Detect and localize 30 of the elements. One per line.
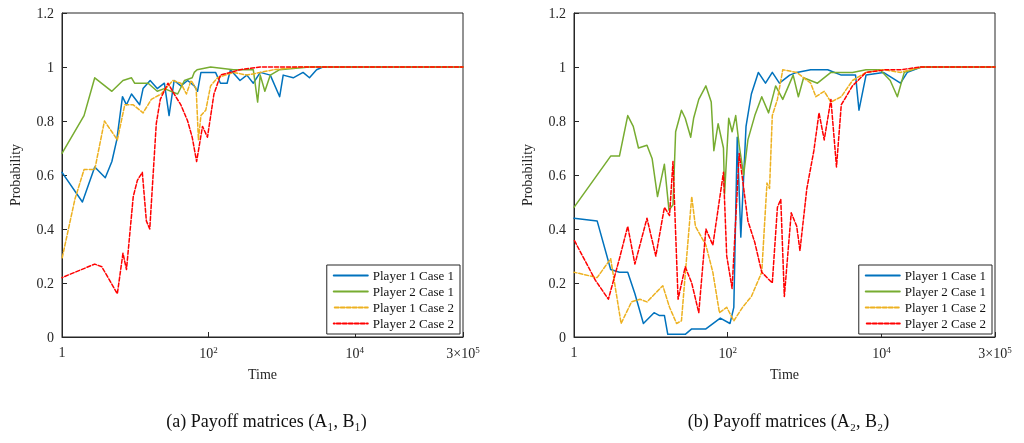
legend-label: Player 1 Case 2 (904, 300, 986, 315)
y-tick-label: 1 (559, 59, 566, 75)
legend-label: Player 2 Case 1 (904, 284, 986, 299)
x-axis-title: Time (769, 366, 800, 382)
text: (a) Payoff matrices (A₁, B₁) (166, 411, 367, 432)
y-tick-label: 1.2 (548, 5, 566, 21)
y-tick-label: 0.4 (548, 221, 566, 237)
y-tick-label: 1 (47, 59, 54, 75)
legend-label: Player 2 Case 2 (372, 316, 454, 331)
text: (b) Payoff matrices (A₂, B₂) (687, 411, 890, 432)
y-tick-label: 0.4 (36, 221, 54, 237)
y-axis-title: Probability (519, 143, 535, 207)
y-tick-label: 0.8 (36, 113, 54, 129)
y-tick-label: 0.6 (36, 167, 54, 183)
legend-label: Player 2 Case 1 (372, 284, 454, 299)
x-axis-title: Time (247, 366, 278, 382)
y-tick-label: 0 (559, 329, 566, 345)
legend-label: Player 1 Case 2 (372, 300, 454, 315)
y-tick-label: 0.8 (548, 113, 566, 129)
y-tick-label: 0 (47, 329, 54, 345)
y-tick-label: 0.2 (548, 275, 566, 291)
y-tick-label: 0.2 (36, 275, 54, 291)
legend-label: Player 1 Case 1 (904, 268, 986, 283)
y-tick-label: 1.2 (36, 5, 54, 21)
y-axis-title: Probability (7, 143, 23, 207)
y-tick-label: 0.6 (548, 167, 566, 183)
x-tick-label: 1 (570, 344, 578, 360)
legend-label: Player 1 Case 1 (372, 268, 454, 283)
x-tick-label: 1 (58, 344, 66, 360)
legend-label: Player 2 Case 2 (904, 316, 986, 331)
